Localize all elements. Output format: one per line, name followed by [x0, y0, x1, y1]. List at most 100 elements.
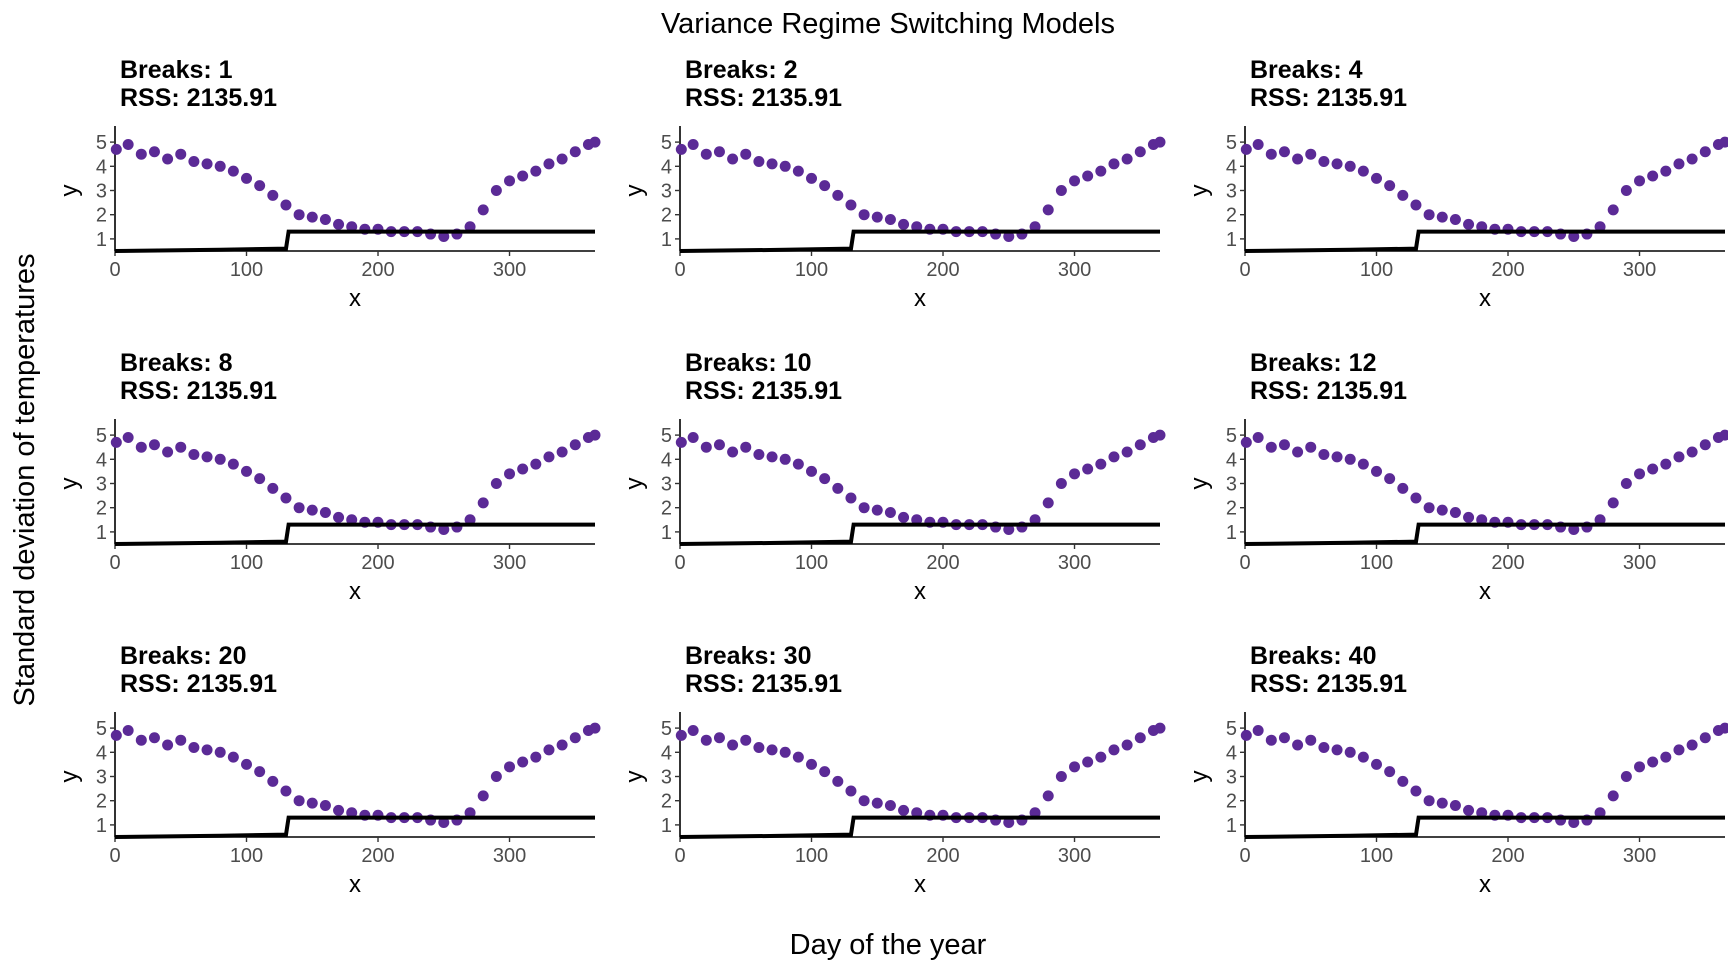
data-point: [267, 189, 279, 201]
data-point: [1305, 734, 1317, 746]
y-tick-label: 4: [1226, 449, 1237, 471]
data-point: [188, 448, 200, 460]
data-point: [1029, 221, 1041, 233]
x-tick-label: 0: [1239, 845, 1250, 867]
data-point: [1121, 739, 1133, 751]
y-tick-label: 5: [661, 425, 672, 447]
data-point: [438, 230, 450, 242]
y-tick-label: 4: [1226, 156, 1237, 178]
data-point: [727, 153, 739, 165]
y-tick-label: 1: [1226, 522, 1237, 544]
outer-x-label: Day of the year: [790, 929, 987, 960]
data-point: [1240, 436, 1252, 448]
y-tick-label: 3: [96, 767, 107, 789]
data-point: [898, 511, 910, 523]
y-tick-label: 1: [96, 522, 107, 544]
y-tick-label: 4: [1226, 742, 1237, 764]
data-point: [319, 214, 331, 226]
data-point: [1305, 148, 1317, 160]
data-point: [1082, 463, 1094, 475]
x-tick-label: 100: [795, 552, 828, 574]
data-point: [135, 441, 147, 453]
data-point: [1660, 458, 1672, 470]
data-point: [1647, 170, 1659, 182]
data-point: [543, 744, 555, 756]
data-point: [1423, 502, 1435, 514]
data-point: [806, 758, 818, 770]
data-point: [162, 446, 174, 458]
data-point: [1568, 523, 1580, 535]
x-tick-label: 0: [1239, 259, 1250, 281]
data-point: [267, 482, 279, 494]
panel-title: Breaks: 40: [1250, 642, 1376, 670]
y-tick-label: 3: [96, 474, 107, 496]
data-point: [162, 739, 174, 751]
x-tick-label: 300: [1058, 845, 1091, 867]
data-point: [1410, 492, 1422, 504]
data-point: [1344, 746, 1356, 758]
data-point: [214, 453, 226, 465]
data-point: [858, 502, 870, 514]
data-point: [319, 800, 331, 812]
data-point: [490, 478, 502, 489]
data-point: [201, 451, 213, 463]
data-point: [1357, 165, 1369, 177]
x-tick-label: 200: [361, 259, 394, 281]
x-axis-title: x: [914, 578, 926, 605]
data-point: [858, 795, 870, 807]
x-axis-title: x: [349, 871, 361, 898]
data-point: [1042, 204, 1054, 216]
fit-step-line: [1244, 229, 1725, 253]
data-point: [753, 741, 765, 753]
data-point: [1331, 451, 1343, 463]
data-point: [1134, 439, 1146, 451]
data-point: [556, 446, 568, 458]
data-point: [898, 804, 910, 816]
data-point: [254, 180, 266, 192]
panel-title: Breaks: 10: [685, 349, 811, 377]
data-point: [687, 725, 699, 737]
x-tick-label: 200: [926, 845, 959, 867]
data-point: [1240, 143, 1252, 155]
data-point: [1003, 816, 1015, 828]
data-point: [175, 148, 187, 160]
data-point: [135, 734, 147, 746]
data-point: [214, 746, 226, 758]
x-tick-label: 0: [1239, 552, 1250, 574]
y-axis-title: y: [56, 478, 83, 490]
data-point: [871, 797, 883, 809]
data-point: [1121, 153, 1133, 165]
data-point: [464, 807, 476, 819]
data-point: [1292, 446, 1304, 458]
fit-step-line: [114, 229, 595, 253]
x-tick-label: 0: [674, 845, 685, 867]
data-point: [1344, 160, 1356, 172]
data-point: [792, 458, 804, 470]
y-tick-label: 4: [661, 449, 672, 471]
panel-subtitle: RSS: 2135.91: [1250, 377, 1407, 405]
data-point: [766, 158, 778, 170]
data-point: [477, 497, 489, 509]
x-tick-label: 0: [674, 259, 685, 281]
x-tick-label: 100: [1360, 552, 1393, 574]
x-tick-label: 300: [493, 259, 526, 281]
data-point: [254, 766, 266, 778]
data-point: [1055, 185, 1067, 196]
data-point: [306, 211, 318, 223]
y-tick-label: 5: [96, 718, 107, 740]
data-point: [806, 172, 818, 184]
data-point: [1069, 468, 1081, 480]
data-point: [700, 148, 712, 160]
y-axis-title: y: [56, 185, 83, 197]
x-tick-label: 200: [1491, 845, 1524, 867]
data-point: [713, 439, 725, 451]
y-tick-label: 1: [96, 229, 107, 251]
y-tick-label: 1: [1226, 815, 1237, 837]
data-point: [1003, 523, 1015, 535]
data-point: [1620, 185, 1632, 196]
data-point: [911, 221, 923, 233]
data-point: [713, 732, 725, 744]
